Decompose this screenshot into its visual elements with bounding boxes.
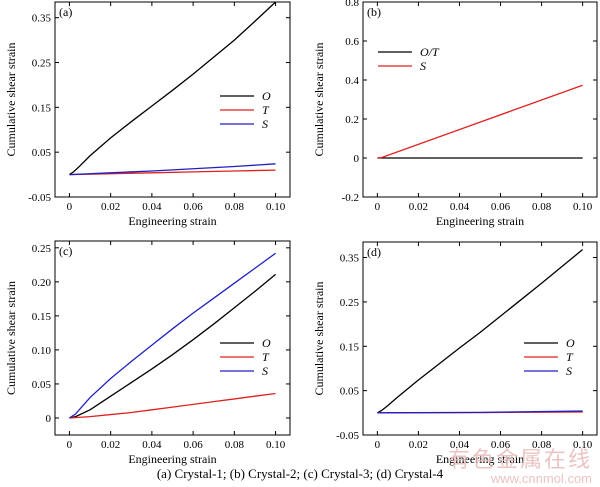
legend-label: O (566, 336, 575, 350)
panel-label: (c) (59, 244, 72, 258)
legend-label: T (262, 350, 270, 364)
y-axis-label: Cumulative shear strain (312, 282, 326, 396)
y-tick-label: -0.05 (28, 192, 51, 204)
x-tick-label: 0.06 (491, 201, 511, 213)
chart-panel-4: 0 0.02 0.04 0.06 0.08 0.10 -0.05 0.05 0.15 0.25 0.… (312, 241, 598, 466)
y-tick-label: 0 (46, 413, 52, 425)
chart-panel-3: 0 0.02 0.04 0.06 0.08 0.10 0 0.05 0.10 0.15 0.20 0.… (4, 240, 291, 466)
y-tick-label: 0.6 (345, 36, 359, 48)
y-tick-label: 0.15 (32, 102, 52, 114)
chart-panel-2: 0 0.02 0.04 0.06 0.08 0.10 -0.2 0 0.2 0.4 0.6 0.8 En… (312, 0, 598, 228)
legend-label: S (262, 364, 268, 378)
x-tick-label: 0.02 (101, 439, 120, 451)
y-tick-label: 0.05 (32, 379, 52, 391)
panel-label: (b) (367, 5, 381, 19)
x-tick-label: 0.06 (183, 201, 203, 213)
x-tick-label: 0.02 (101, 201, 120, 213)
plot-frame (362, 241, 598, 436)
y-tick-label: 0.8 (345, 0, 359, 9)
series-line-o (377, 249, 584, 414)
legend-label: S (262, 117, 268, 131)
series-line-t (69, 169, 276, 176)
x-tick-label: 0.04 (142, 201, 162, 213)
series-line-s (69, 252, 276, 419)
y-tick-label: 0.15 (32, 311, 52, 323)
x-tick-label: 0.10 (266, 439, 286, 451)
y-tick-label: -0.2 (342, 192, 359, 204)
x-tick-label: 0.02 (409, 439, 428, 451)
legend-label: T (566, 350, 574, 364)
legend-label: O (262, 336, 271, 350)
y-tick-label: 0 (354, 153, 360, 165)
plot-frame (54, 1, 291, 198)
y-tick-label: 0.35 (32, 13, 52, 25)
y-axis-label: Cumulative shear strain (312, 43, 326, 157)
x-tick-label: 0.04 (450, 439, 470, 451)
legend-label: O/T (420, 45, 440, 59)
y-tick-label: 0.35 (340, 253, 360, 265)
legend-label: O (262, 89, 271, 103)
x-tick-label: 0 (375, 201, 381, 213)
y-tick-label: 0.20 (32, 277, 52, 289)
series-line-s (377, 84, 583, 159)
legend-label: S (420, 59, 426, 73)
figure-caption: (a) Crystal-1; (b) Crystal-2; (c) Crysta… (156, 466, 444, 481)
legend-label: S (566, 364, 572, 378)
y-tick-label: 0.25 (340, 297, 360, 309)
y-tick-label: 0.10 (32, 345, 52, 357)
x-tick-label: 0.08 (225, 201, 245, 213)
x-axis-label: Engineering strain (436, 214, 524, 228)
series-line-s (69, 163, 276, 176)
y-tick-label: 0.4 (345, 75, 359, 87)
x-axis-label: Engineering strain (128, 452, 216, 466)
series-line-o (69, 273, 276, 419)
series-line-s (377, 410, 583, 414)
x-tick-label: 0.08 (225, 439, 245, 451)
x-tick-label: 0.10 (573, 201, 593, 213)
chart-panel-1: 0 0.02 0.04 0.06 0.08 0.10 -0.05 0.05 0.15 0.25 0.… (4, 1, 291, 228)
panel-label: (a) (59, 5, 72, 19)
x-tick-label: 0.06 (491, 439, 511, 451)
x-tick-label: 0.04 (450, 201, 470, 213)
plot-frame (54, 240, 291, 436)
x-tick-label: 0.04 (142, 439, 162, 451)
x-tick-label: 0.02 (409, 201, 428, 213)
y-tick-label: 0.05 (32, 147, 52, 159)
y-tick-label: 0.25 (32, 58, 52, 70)
panel-label: (d) (367, 245, 381, 259)
x-tick-label: 0.08 (532, 439, 552, 451)
x-tick-label: 0.06 (183, 439, 203, 451)
y-tick-label: 0.05 (340, 386, 360, 398)
x-tick-label: 0 (375, 439, 381, 451)
y-axis-label: Cumulative shear strain (4, 43, 18, 157)
x-tick-label: 0.10 (266, 201, 286, 213)
series-line-t (69, 392, 276, 419)
y-axis-label: Cumulative shear strain (4, 281, 18, 395)
x-tick-label: 0 (67, 201, 73, 213)
x-tick-label: 0 (67, 439, 73, 451)
y-tick-label: 0.15 (340, 341, 360, 353)
y-tick-label: 0.2 (345, 114, 359, 126)
y-tick-label: 0.25 (32, 243, 52, 255)
x-tick-label: 0.10 (573, 439, 593, 451)
plot-frame (362, 1, 598, 198)
x-tick-label: 0.08 (532, 201, 552, 213)
x-axis-label: Engineering strain (128, 214, 216, 228)
x-axis-label: Engineering strain (436, 452, 524, 466)
series-line-o (69, 1, 277, 176)
y-tick-label: -0.05 (336, 430, 359, 442)
legend-label: T (262, 103, 270, 117)
